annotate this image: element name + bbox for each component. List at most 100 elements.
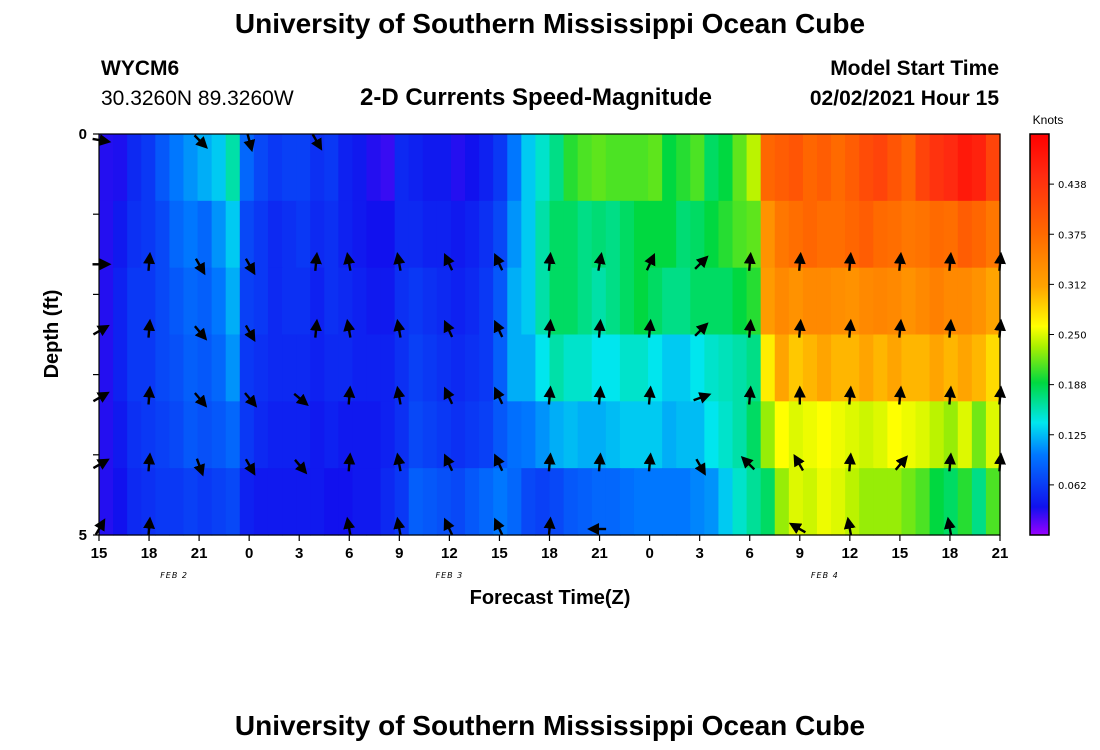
current-arrow: [543, 516, 556, 536]
heatmap-cell: [169, 134, 185, 202]
heatmap-cell: [465, 267, 480, 336]
heatmap-cell: [549, 267, 565, 336]
heatmap-cell: [788, 267, 804, 336]
heatmap-cell: [535, 134, 551, 202]
heatmap-cell: [296, 468, 311, 536]
heatmap-cell: [408, 468, 424, 536]
heatmap-cell: [493, 401, 508, 469]
heatmap-cell: [605, 468, 621, 536]
heatmap-cell: [845, 468, 860, 536]
heatmap-cell: [746, 468, 762, 536]
heatmap-cell: [422, 334, 438, 402]
heatmap-cell: [915, 267, 931, 336]
current-arrow: [643, 318, 656, 338]
heatmap-cell: [760, 401, 776, 469]
colorbar-tick-label: 0.312: [1058, 280, 1087, 291]
heatmap-cell: [985, 468, 1001, 536]
heatmap-cell: [239, 200, 255, 269]
heatmap-cell: [380, 267, 396, 336]
heatmap-cell: [943, 134, 959, 202]
heatmap-cell: [690, 134, 705, 202]
heatmap-cell: [648, 401, 663, 469]
heatmap-cell: [211, 134, 227, 202]
heatmap-cell: [915, 401, 931, 469]
heatmap-cell: [507, 334, 522, 402]
heatmap-cell: [535, 334, 551, 402]
current-arrow: [694, 255, 709, 270]
current-arrow: [244, 258, 256, 276]
heatmap-cell: [324, 468, 339, 536]
heatmap-cell: [831, 401, 846, 469]
current-arrow: [393, 452, 406, 472]
heatmap-cell: [746, 134, 762, 202]
current-arrow: [843, 318, 856, 338]
x-tick-label: 9: [395, 545, 403, 562]
x-tick-label: 21: [191, 545, 208, 562]
heatmap-cell: [521, 134, 537, 202]
heatmap-cell: [732, 401, 748, 469]
heatmap-cell: [633, 134, 649, 202]
heatmap-cell: [225, 401, 241, 469]
y-tick-label: 0: [79, 126, 87, 143]
heatmap-cell: [366, 468, 382, 536]
heatmap-cell: [577, 468, 593, 536]
current-arrow: [593, 452, 606, 472]
current-arrow: [593, 251, 606, 271]
current-arrow: [193, 325, 208, 341]
heatmap-cell: [338, 134, 354, 202]
heatmap-cell: [310, 468, 325, 536]
current-arrow: [793, 318, 806, 338]
heatmap-cell: [648, 134, 663, 202]
heatmap-cell: [901, 401, 917, 469]
heatmap-cell: [183, 468, 199, 536]
current-arrow: [343, 251, 356, 271]
heatmap-cell: [676, 334, 691, 402]
heatmap-cell: [929, 134, 945, 202]
heatmap-cell: [577, 267, 593, 336]
heatmap-cell: [169, 334, 185, 402]
heatmap-cell: [746, 267, 762, 336]
current-arrow: [593, 318, 606, 338]
heatmap-cell: [113, 200, 128, 269]
colorbar: [1029, 133, 1050, 536]
heatmap-cell: [99, 401, 114, 469]
heatmap-cell: [929, 200, 945, 269]
heatmap-cell: [957, 200, 973, 269]
model-start-value: 02/02/2021 Hour 15: [809, 87, 999, 110]
heatmap-cell: [493, 200, 508, 269]
heatmap-cell: [183, 134, 199, 202]
current-arrow: [643, 385, 656, 405]
heatmap-cell: [113, 334, 128, 402]
heatmap-cell: [183, 267, 199, 336]
heatmap-cell: [901, 334, 917, 402]
heatmap-cell: [929, 334, 945, 402]
colorbar-tick-label: 0.062: [1058, 481, 1087, 492]
heatmap-cell: [816, 200, 832, 269]
heatmap-cell: [521, 401, 537, 469]
heatmap-cell: [873, 200, 888, 269]
heatmap-cell: [915, 468, 931, 536]
heatmap-cell: [549, 200, 565, 269]
current-arrow: [788, 522, 806, 534]
current-arrow: [493, 252, 505, 271]
heatmap-cell: [127, 401, 142, 469]
heatmap-cell: [113, 401, 128, 469]
heatmap-cell: [760, 267, 776, 336]
heatmap-cell: [802, 267, 818, 336]
heatmap-cell: [816, 468, 832, 536]
heatmap-cell: [282, 200, 297, 269]
heatmap-cell: [662, 334, 677, 402]
colorbar-tick-label: 0.188: [1058, 381, 1087, 392]
heatmap-cell: [366, 200, 382, 269]
heatmap-cell: [296, 267, 311, 336]
heatmap-cell: [971, 468, 987, 536]
heatmap-cell: [662, 200, 677, 269]
colorbar-tick-label: 0.438: [1058, 180, 1087, 191]
heatmap-cell: [788, 200, 804, 269]
station-id: WYCM6: [101, 57, 180, 80]
heatmap-cell: [802, 200, 818, 269]
current-arrow: [843, 452, 856, 472]
heatmap-cell: [507, 468, 522, 536]
heatmap-cell: [253, 468, 269, 536]
heatmap-cell: [943, 267, 959, 336]
